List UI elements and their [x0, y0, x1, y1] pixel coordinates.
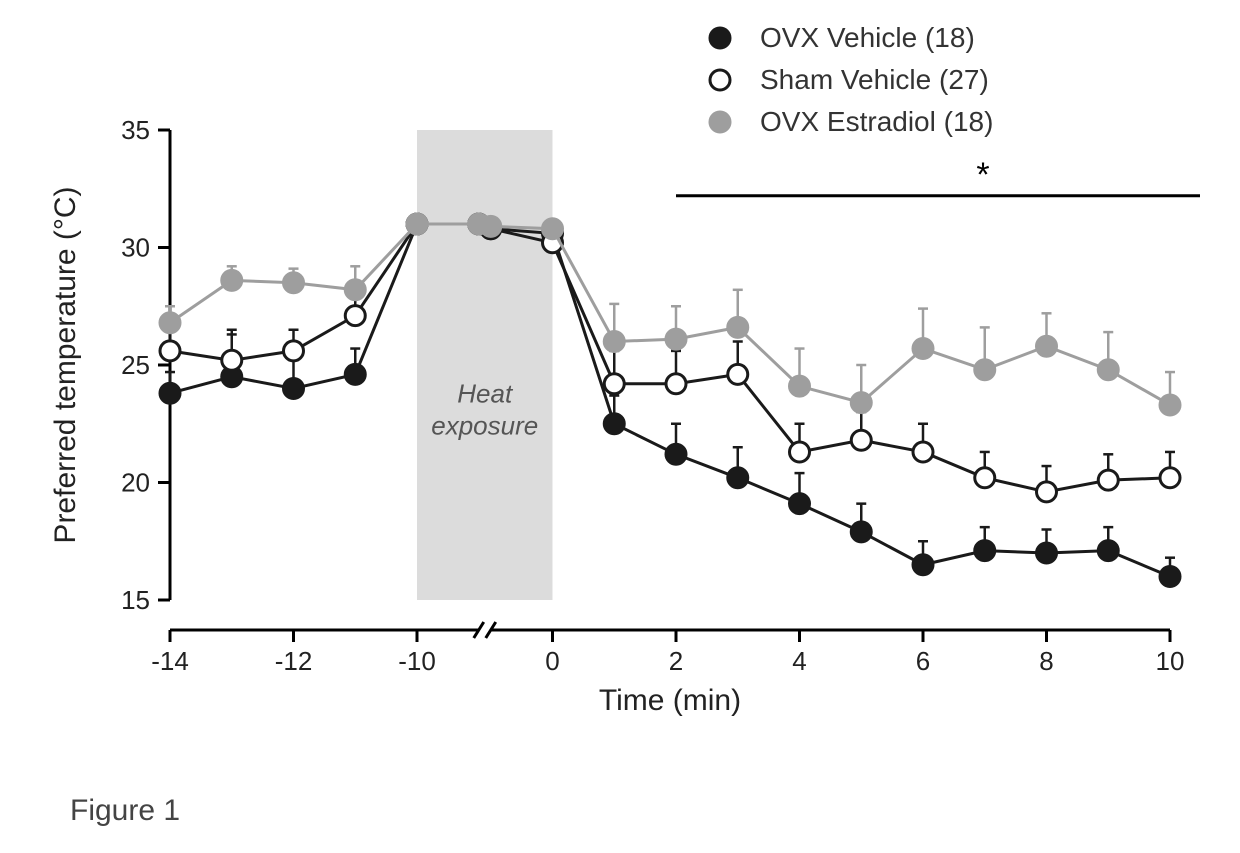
data-marker [1037, 482, 1057, 502]
data-marker [666, 444, 686, 464]
data-marker [851, 393, 871, 413]
data-marker [481, 216, 501, 236]
data-marker [1098, 360, 1118, 380]
legend-marker [710, 112, 730, 132]
data-marker [222, 270, 242, 290]
data-marker [913, 442, 933, 462]
data-marker [790, 376, 810, 396]
data-marker [284, 341, 304, 361]
heat-exposure-label: Heat [457, 379, 514, 409]
data-marker [284, 379, 304, 399]
legend-label: OVX Vehicle (18) [760, 22, 975, 53]
data-marker [604, 374, 624, 394]
y-tick-label: 20 [121, 468, 150, 498]
legend-marker [710, 70, 730, 90]
data-marker [604, 414, 624, 434]
data-marker [543, 219, 563, 239]
significance-star: * [976, 156, 989, 194]
x-tick-label: 8 [1039, 646, 1053, 676]
data-marker [407, 214, 427, 234]
data-marker [160, 383, 180, 403]
data-marker [1160, 395, 1180, 415]
temperature-chart: Heatexposure1520253035Preferred temperat… [0, 0, 1240, 853]
legend-label: OVX Estradiol (18) [760, 106, 993, 137]
x-tick-label: -12 [275, 646, 313, 676]
data-marker [790, 442, 810, 462]
data-marker [1160, 468, 1180, 488]
data-marker [1037, 543, 1057, 563]
heat-exposure-region [417, 130, 553, 600]
data-marker [1098, 541, 1118, 561]
legend-label: Sham Vehicle (27) [760, 64, 989, 95]
x-tick-label: 0 [545, 646, 559, 676]
x-tick-label: -10 [398, 646, 436, 676]
data-marker [345, 306, 365, 326]
data-marker [975, 468, 995, 488]
x-tick-label: -14 [151, 646, 189, 676]
data-marker [345, 364, 365, 384]
series-line [491, 229, 1170, 577]
x-tick-label: 4 [792, 646, 806, 676]
data-marker [284, 273, 304, 293]
data-marker [666, 374, 686, 394]
data-marker [728, 364, 748, 384]
data-marker [666, 329, 686, 349]
data-marker [1160, 567, 1180, 587]
data-marker [851, 430, 871, 450]
legend-marker [710, 28, 730, 48]
data-marker [913, 555, 933, 575]
x-axis-title: Time (min) [599, 684, 741, 717]
figure-label: Figure 1 [70, 794, 180, 827]
data-marker [975, 360, 995, 380]
data-marker [851, 522, 871, 542]
heat-exposure-label: exposure [431, 411, 538, 441]
x-tick-label: 10 [1156, 646, 1185, 676]
data-marker [1037, 336, 1057, 356]
data-marker [160, 341, 180, 361]
data-marker [604, 332, 624, 352]
data-marker [913, 339, 933, 359]
data-marker [222, 350, 242, 370]
data-marker [1098, 470, 1118, 490]
series-line [491, 226, 1170, 405]
data-marker [790, 494, 810, 514]
y-tick-label: 15 [121, 585, 150, 615]
y-axis-title: Preferred temperature (°C) [49, 186, 82, 543]
data-marker [728, 317, 748, 337]
y-tick-label: 35 [121, 115, 150, 145]
x-tick-label: 6 [916, 646, 930, 676]
y-tick-label: 25 [121, 350, 150, 380]
y-tick-label: 30 [121, 233, 150, 263]
data-marker [975, 541, 995, 561]
x-tick-label: 2 [669, 646, 683, 676]
data-marker [160, 313, 180, 333]
data-marker [728, 468, 748, 488]
data-marker [345, 280, 365, 300]
